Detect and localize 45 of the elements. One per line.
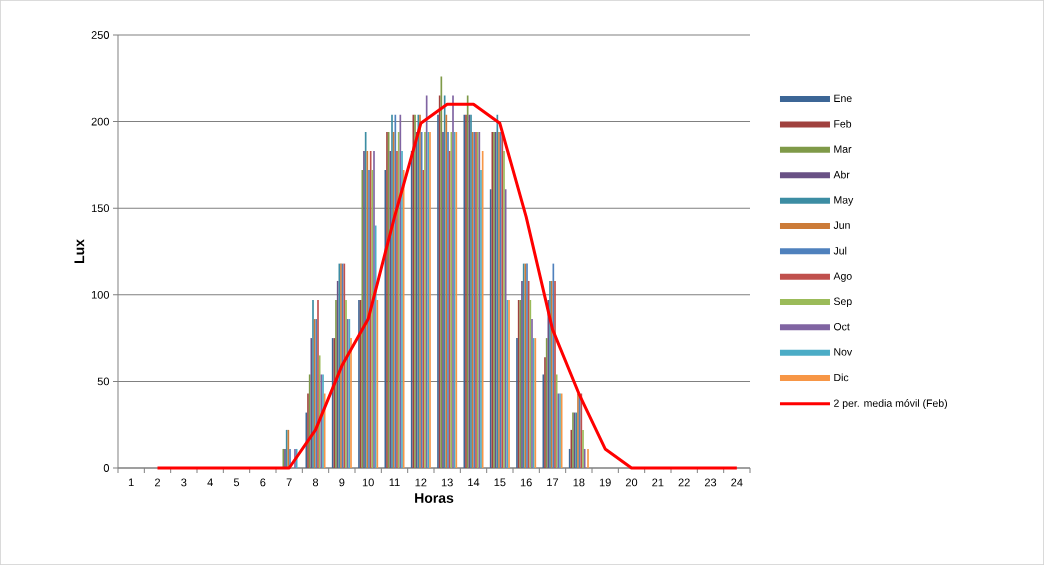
legend-label: Oct — [833, 322, 850, 331]
x-tick-label: 24 — [731, 478, 743, 487]
x-tick-label: 18 — [573, 478, 585, 487]
x-tick-label: 13 — [441, 478, 453, 487]
x-tick-label: 10 — [362, 478, 374, 487]
legend-label: Ene — [834, 94, 852, 102]
x-tick-label: 19 — [599, 478, 611, 487]
x-tick-label: 11 — [389, 478, 400, 487]
legend-label: Jul — [833, 246, 847, 255]
y-tick-label: 50 — [97, 377, 110, 386]
y-tick-label: 100 — [91, 290, 110, 299]
legend-label: Sep — [833, 297, 852, 308]
x-tick-label: 2 — [154, 478, 161, 487]
x-tick-label: 20 — [625, 478, 638, 487]
legend-label: Nov — [834, 348, 853, 356]
y-tick-label: 0 — [103, 464, 110, 472]
x-tick-label: 7 — [286, 478, 292, 487]
legend-label: Feb — [834, 119, 852, 128]
x-tick-label: 17 — [547, 478, 559, 487]
legend-label: May — [834, 196, 854, 206]
x-tick-label: 12 — [415, 478, 427, 487]
legend-label: Mar — [834, 145, 852, 153]
x-tick-label: 21 — [652, 478, 664, 487]
legend-label: Jun — [833, 221, 850, 229]
x-tick-label: 4 — [207, 478, 213, 487]
x-tick-label: 3 — [181, 478, 187, 487]
x-tick-label: 5 — [233, 478, 240, 487]
x-tick-label: 23 — [704, 478, 717, 487]
legend-label: Abr — [833, 170, 850, 179]
x-tick-label: 6 — [260, 478, 266, 487]
x-axis-title: Horas — [415, 493, 454, 503]
y-tick-label: 250 — [91, 31, 110, 39]
x-tick-label: 9 — [339, 478, 345, 487]
x-tick-label: 16 — [520, 478, 532, 487]
x-tick-label: 8 — [312, 478, 319, 487]
y-tick-label: 150 — [91, 204, 110, 213]
legend-label: Ago — [833, 272, 852, 282]
x-tick-label: 22 — [678, 478, 690, 487]
legend-label: Dic — [834, 373, 849, 382]
y-axis-title: Lux — [74, 239, 85, 263]
y-tick-label: 200 — [91, 117, 110, 126]
x-tick-label: 15 — [494, 478, 506, 487]
legend-label: 2 per. media móvil (Feb) — [834, 399, 947, 410]
x-tick-label: 14 — [468, 478, 480, 487]
x-tick-label: 1 — [128, 478, 134, 487]
